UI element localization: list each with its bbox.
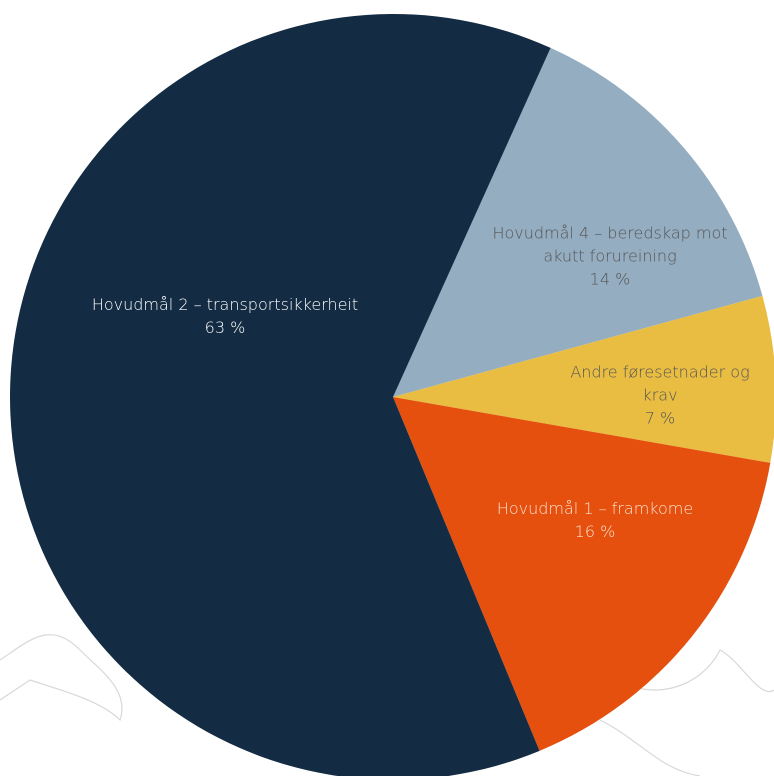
slice-label: Hovudmål 1 – framkome 16 % [445, 497, 745, 543]
value-label: 63 % [204, 318, 246, 337]
pie-slice [393, 295, 774, 463]
pie-slice [10, 14, 551, 776]
slice-label: Hovudmål 4 – beredskap mot akutt forurei… [485, 222, 735, 291]
category-label: Hovudmål 4 – beredskap mot akutt forurei… [492, 223, 728, 266]
value-label: 16 % [574, 522, 616, 541]
category-label: Hovudmål 2 – transportsikkerheit [91, 295, 359, 314]
pie-slice [393, 47, 763, 397]
pie-slice [393, 397, 771, 751]
slice-label: Andre føresetnader og krav 7 % [560, 361, 760, 430]
slice-label: Hovudmål 2 – transportsikkerheit 63 % [45, 293, 405, 339]
value-label: 7 % [644, 408, 676, 428]
category-label: Hovudmål 1 – framkome [496, 499, 694, 518]
value-label: 14 % [589, 269, 631, 289]
category-label: Andre føresetnader og krav [570, 362, 750, 405]
background-map [0, 634, 774, 776]
